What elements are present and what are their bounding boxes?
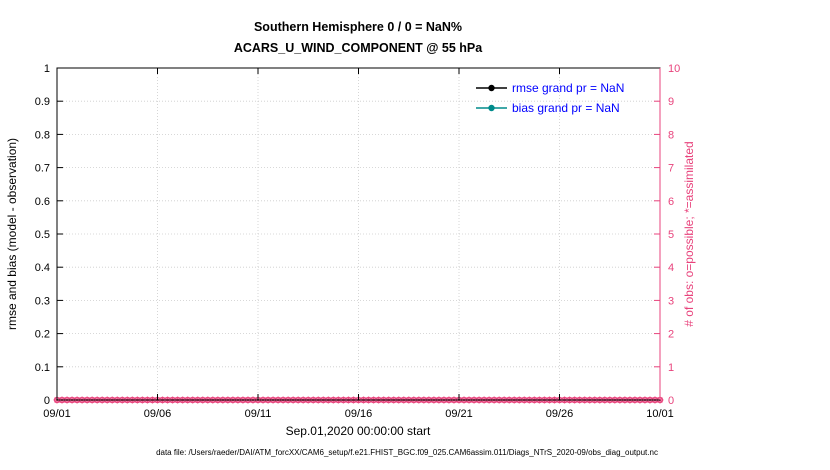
x-tick-label: 09/01 [43, 408, 71, 420]
y-tick-label-left: 0.3 [35, 295, 50, 307]
y-tick-label-left: 0.6 [35, 196, 50, 208]
y-tick-label-left: 0.4 [35, 262, 50, 274]
x-axis-label: Sep.01,2020 00:00:00 start [286, 424, 431, 438]
axis-layer [56, 67, 661, 401]
legend-label: rmse grand pr = NaN [512, 81, 624, 95]
y-tick-label-left: 0 [44, 395, 50, 407]
x-tick-label: 10/01 [646, 408, 674, 420]
y-tick-label-right: 3 [668, 295, 674, 307]
x-tick-label: 09/21 [445, 408, 473, 420]
grid-layer [57, 68, 660, 400]
y-tick-label-right: 5 [668, 229, 674, 241]
y-tick-label-left: 0.9 [35, 96, 50, 108]
y-tick-label-left: 0.1 [35, 362, 50, 374]
x-tick-label: 09/16 [345, 408, 373, 420]
x-tick-label: 09/26 [546, 408, 574, 420]
y-tick-label-left: 0.2 [35, 329, 50, 341]
y-tick-label-left: 0.8 [35, 129, 50, 141]
y-tick-label-left: 1 [44, 63, 50, 75]
y-tick-label-left: 0.5 [35, 229, 50, 241]
chart-subtitle: ACARS_U_WIND_COMPONENT @ 55 hPa [234, 41, 483, 55]
x-tick-label: 09/06 [144, 408, 172, 420]
y-tick-label-right: 8 [668, 129, 674, 141]
legend: rmse grand pr = NaN bias grand pr = NaN [476, 81, 624, 115]
y-tick-label-right: 2 [668, 329, 674, 341]
data-file-caption: data file: /Users/raeder/DAI/ATM_forcXX/… [156, 448, 658, 457]
y-axis-label-left: rmse and bias (model - observation) [5, 138, 19, 330]
x-tick-label: 09/11 [245, 408, 272, 420]
legend-label: bias grand pr = NaN [512, 101, 620, 115]
chart-title: Southern Hemisphere 0 / 0 = NaN% [254, 20, 462, 34]
y-tick-label-right: 6 [668, 196, 674, 208]
y-tick-label-right: 7 [668, 163, 674, 175]
legend-marker [488, 104, 495, 112]
y-tick-label-right: 1 [668, 362, 674, 374]
legend-marker [488, 84, 495, 92]
y-tick-label-left: 0.7 [35, 163, 50, 175]
y-tick-label-right: 9 [668, 96, 674, 108]
tick-label-layer: 09/01 09/06 09/11 09/16 09/21 09/26 10/0100.10… [35, 63, 681, 420]
y-tick-label-right: 4 [668, 262, 674, 274]
y-tick-label-right: 0 [668, 395, 674, 407]
y-tick-label-right: 10 [668, 63, 680, 75]
y-axis-label-right: # of obs: o=possible; *=assimilated [682, 141, 696, 326]
